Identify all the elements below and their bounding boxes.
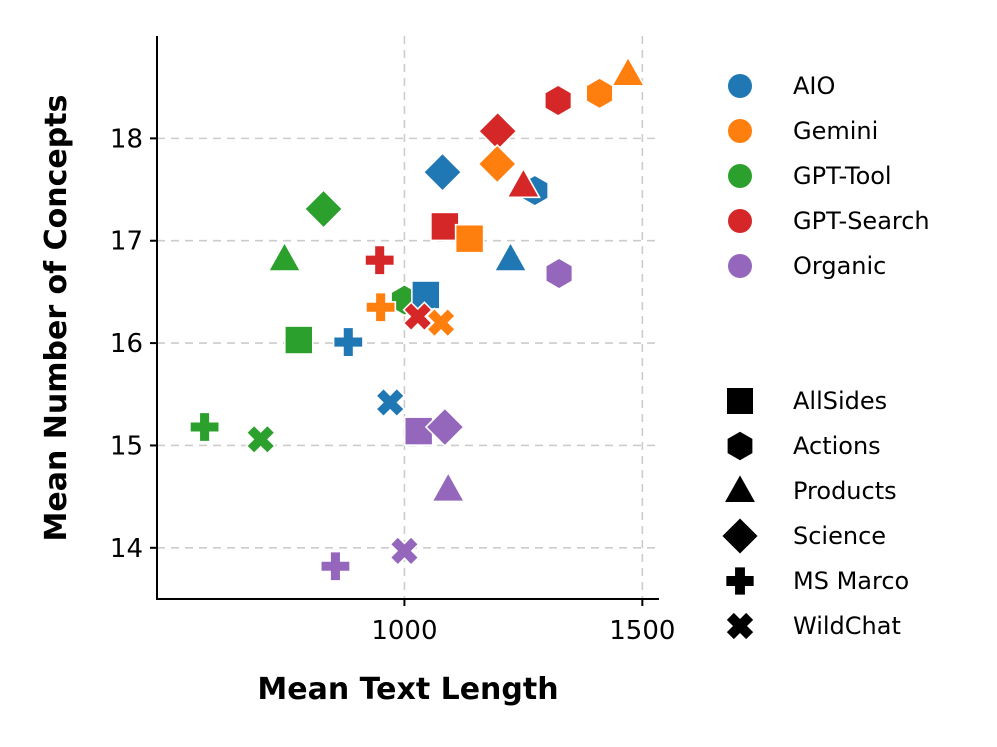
legend-color-marker <box>728 164 752 188</box>
legend-color-label: AIO <box>793 72 835 100</box>
point-gpt-search-wildchat <box>402 301 434 332</box>
legend-shape-label: Actions <box>793 432 881 460</box>
point-organic-wildchat <box>389 535 420 567</box>
legend-shape-label: Science <box>793 522 886 550</box>
legend-color-label: Organic <box>793 252 886 280</box>
point-aio-ms-marco <box>332 326 364 358</box>
point-organic-science <box>424 406 465 448</box>
point-gemini-science <box>477 143 518 184</box>
point-gemini-wildchat <box>425 307 457 338</box>
legend-color-label: Gemini <box>793 117 878 145</box>
x-tick-label: 1500 <box>609 616 675 646</box>
point-gpt-tool-allsides <box>283 325 314 355</box>
point-organic-allsides <box>403 416 434 446</box>
y-tick-label: 16 <box>110 329 143 359</box>
legend-color-label: GPT-Tool <box>793 162 892 190</box>
legend-shape-label: MS Marco <box>793 567 909 595</box>
legend: AIO Gemini GPT-Tool GPT-Search Organic AllSid… <box>722 72 930 640</box>
y-tick-label: 18 <box>110 124 143 154</box>
x-tick-label: 1000 <box>371 616 437 646</box>
legend-shape-label: WildChat <box>793 612 901 640</box>
legend-color-marker <box>728 119 752 143</box>
y-tick-label: 14 <box>110 534 143 564</box>
x-axis-title: Mean Text Length <box>257 672 558 707</box>
point-gpt-search-allsides <box>430 211 460 242</box>
point-gemini-allsides <box>454 223 485 254</box>
legend-shape-label: Products <box>793 477 897 505</box>
legend-shape-marker <box>726 567 754 595</box>
y-tick-label: 15 <box>110 431 143 461</box>
point-organic-ms-marco <box>319 550 351 582</box>
legend-shape-label: AllSides <box>793 387 887 415</box>
legend-color-marker <box>728 254 752 278</box>
point-gpt-search-ms-marco <box>364 244 396 276</box>
y-axis-title: Mean Number of Concepts <box>39 95 74 542</box>
point-gemini-ms-marco <box>365 291 397 323</box>
legend-shape-marker <box>727 388 753 414</box>
y-tick-label: 17 <box>110 227 143 257</box>
point-gpt-search-actions <box>543 84 573 117</box>
point-gpt-tool-wildchat <box>245 424 277 455</box>
point-organic-products <box>430 471 466 503</box>
point-gpt-search-products <box>505 167 541 199</box>
point-organic-actions <box>544 257 574 290</box>
legend-color-marker <box>728 209 752 233</box>
legend-shape-marker <box>726 612 754 640</box>
legend-shape-marker <box>725 475 755 503</box>
legend-shape-marker <box>727 431 753 461</box>
point-aio-wildchat <box>374 387 406 418</box>
legend-color-marker <box>728 74 752 98</box>
legend-shape-marker <box>722 518 758 554</box>
point-aio-products <box>493 240 529 272</box>
data-points <box>189 55 646 582</box>
point-gpt-tool-science <box>303 188 344 230</box>
grid-lines <box>157 36 659 599</box>
point-aio-science <box>422 152 463 193</box>
axis-ticks: 1000 1500 14 15 16 17 18 <box>110 124 676 646</box>
point-gemini-actions <box>585 76 614 110</box>
point-gpt-tool-products <box>267 240 302 272</box>
point-gemini-products <box>610 55 646 87</box>
legend-color-label: GPT-Search <box>793 207 930 235</box>
point-gpt-tool-ms-marco <box>189 411 221 443</box>
axes <box>156 36 659 600</box>
